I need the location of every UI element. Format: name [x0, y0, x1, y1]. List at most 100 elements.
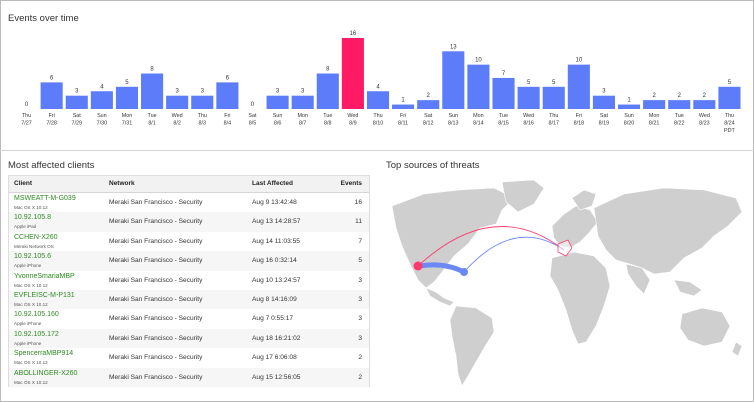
client-name-link[interactable]: MSWEATT-M-G039: [14, 195, 76, 202]
client-os: Mac OS X 10.12: [14, 205, 48, 210]
last-affected-cell: Aug 18 16:21:02: [252, 334, 301, 342]
client-os: Apple iPhone: [14, 340, 42, 346]
x-tick-label: Wed: [523, 113, 534, 119]
data-label: 10: [475, 58, 482, 64]
threat-arc-blue: [463, 236, 565, 273]
column-header-last-affected[interactable]: Last Affected: [252, 180, 293, 187]
client-os: Meraki Network OS: [14, 243, 54, 249]
events-bar-chart: 0 Thu 7/27 6 Fri 7/28 3 Sat 7/29 4 Sun 7/30 5 Mon 7/31…: [21, 31, 741, 134]
client-name-link[interactable]: EVFLEISC-M-P131: [14, 292, 75, 299]
client-name-link[interactable]: 10.92.105.6: [14, 253, 51, 261]
bar-8-3[interactable]: [191, 95, 214, 109]
threat-source-marker-west[interactable]: [413, 261, 423, 271]
x-tick-label: 8/20: [624, 121, 635, 127]
client-name-link[interactable]: SpencerraMBP914: [14, 350, 74, 358]
x-tick-label: 8/17: [548, 121, 559, 127]
table-row[interactable]: SpencerraMBP914 Mac OS X 10.12 Meraki San …: [9, 348, 369, 367]
column-header-client[interactable]: Client: [14, 180, 33, 187]
x-tick-label: 7/31: [122, 121, 133, 127]
clients-table: Client Network Last Affected Events MSWE…: [8, 175, 370, 387]
table-row[interactable]: 10.92.105.160 Apple iPhone Meraki San Fran…: [9, 309, 369, 328]
bar-8-24[interactable]: [718, 86, 741, 109]
table-row[interactable]: 10.92.105.172 Apple iPhone Meraki San Fran…: [9, 328, 369, 349]
client-name-link[interactable]: CCHEN-X260: [14, 233, 58, 241]
x-tick-label: 8/22: [674, 121, 685, 127]
x-tick-label: 8/12: [423, 121, 434, 127]
last-affected-cell: Aug 14 11:03:55: [252, 237, 300, 245]
bar-7-30[interactable]: [90, 91, 113, 109]
table-row[interactable]: EVFLEISC-M-P131 Mac OS X 10.12 Meraki San …: [9, 290, 369, 310]
x-tick-label: Fri: [224, 113, 230, 119]
bar-8-19[interactable]: [592, 95, 615, 109]
bar-7-28[interactable]: [40, 82, 63, 110]
column-header-events[interactable]: Events: [340, 180, 362, 187]
data-label: 16: [350, 31, 357, 37]
data-label: 3: [301, 89, 305, 95]
x-tick-label: 8/10: [373, 121, 384, 127]
data-label: 3: [75, 89, 79, 95]
x-tick-label: Fri: [400, 113, 406, 119]
bar-7-31[interactable]: [115, 86, 139, 109]
last-affected-cell: Aug 8 14:16:09: [252, 296, 297, 303]
bar-8-21[interactable]: [643, 100, 666, 110]
client-os: Mac OS X 10.12: [14, 360, 48, 366]
data-label: 5: [527, 80, 531, 86]
data-label: 7: [502, 71, 506, 77]
bar-8-7[interactable]: [291, 95, 314, 109]
bar-8-14[interactable]: [467, 64, 490, 110]
bar-8-11[interactable]: [392, 104, 415, 109]
bar-8-23[interactable]: [693, 100, 716, 110]
client-os: Mac OS X 10.12: [14, 379, 48, 385]
network-cell: Meraki San Francisco - Security: [109, 257, 203, 265]
table-row[interactable]: 10.92.105.8 Apple iPad Meraki San Francisc…: [9, 212, 369, 232]
x-tick-label: 8/7: [299, 121, 307, 127]
client-os: Apple iPhone: [14, 321, 42, 327]
bar-8-1[interactable]: [141, 73, 164, 110]
client-name-link[interactable]: 10.92.105.8: [14, 214, 51, 222]
data-label: 8: [326, 67, 330, 73]
data-label: 1: [401, 98, 405, 104]
x-tick-label: Wed: [172, 113, 183, 119]
bar-8-17[interactable]: [542, 86, 565, 109]
last-affected-cell: Aug 16 0:32:14: [252, 257, 297, 265]
bar-8-10[interactable]: [366, 91, 390, 109]
client-name-link[interactable]: 10.92.105.172: [14, 330, 59, 338]
bar-8-2[interactable]: [166, 95, 189, 109]
network-cell: Meraki San Francisco - Security: [109, 334, 203, 342]
data-label: 2: [703, 93, 707, 99]
network-cell: Meraki San Francisco - Security: [109, 237, 203, 245]
bar-8-6[interactable]: [266, 95, 289, 109]
bar-8-13[interactable]: [442, 51, 465, 109]
bar-8-16[interactable]: [517, 86, 540, 109]
column-header-network[interactable]: Network: [109, 180, 135, 187]
bar-8-20[interactable]: [617, 104, 641, 109]
data-label: 5: [552, 80, 556, 86]
bar-8-4[interactable]: [216, 82, 239, 110]
bar-8-9[interactable]: [341, 38, 364, 109]
bar-8-12[interactable]: [417, 100, 440, 110]
x-tick-label: Sun: [97, 113, 107, 119]
x-tick-label: Sat: [424, 113, 433, 119]
bar-8-18[interactable]: [567, 64, 590, 110]
table-row[interactable]: ABOLLINGER-X260 Mac OS X 10.12 Meraki San …: [9, 367, 369, 387]
client-name-link[interactable]: YvonneSmariaMBP: [14, 272, 75, 280]
data-label: 3: [602, 89, 606, 95]
bar-8-22[interactable]: [668, 100, 691, 110]
events-cell: 2: [358, 373, 362, 381]
x-tick-label: Sun: [273, 113, 283, 119]
world-threat-map: [391, 179, 743, 387]
bar-7-29[interactable]: [65, 95, 88, 109]
client-name-link[interactable]: 10.92.105.160: [14, 311, 59, 319]
data-label: 0: [251, 102, 255, 108]
table-row[interactable]: CCHEN-X260 Meraki Network OS Meraki San Fr…: [9, 232, 369, 251]
table-row[interactable]: 10.92.105.6 Apple iPhone Meraki San Franci…: [9, 251, 369, 271]
africa-land: [549, 251, 611, 345]
x-tick-label: 7/30: [97, 121, 108, 127]
table-row[interactable]: YvonneSmariaMBP Mac OS X 10.12 Meraki San …: [9, 271, 369, 290]
events-over-time-title: Events over time: [8, 13, 79, 24]
table-row[interactable]: MSWEATT-M-G039 Mac OS X 10.12 Meraki San F…: [9, 193, 369, 212]
bar-8-8[interactable]: [316, 73, 339, 110]
bar-8-15[interactable]: [492, 77, 515, 109]
client-name-link[interactable]: ABOLLINGER-X260: [14, 369, 78, 377]
threat-source-marker-east[interactable]: [460, 268, 468, 276]
